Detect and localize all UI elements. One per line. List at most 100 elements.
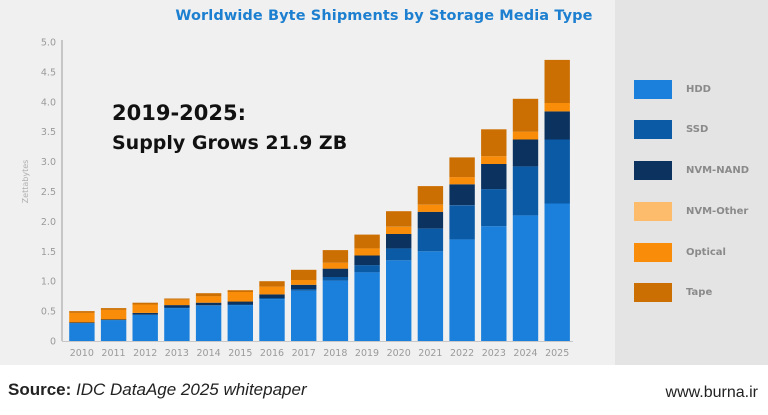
legend-swatch-optical xyxy=(634,242,672,262)
bar-nvm-nand-2019 xyxy=(354,255,380,266)
bar-optical-2023 xyxy=(481,156,507,164)
bar-optical-2015 xyxy=(227,292,253,302)
legend-item-nvm-other: NVM-Other xyxy=(634,201,748,221)
legend-panel xyxy=(615,0,768,365)
bar-tape-2023 xyxy=(481,129,507,157)
legend-label-ssd: SSD xyxy=(686,123,709,135)
bar-ssd-2023 xyxy=(481,189,507,227)
y-tick-label: 4.5 xyxy=(41,67,56,78)
bar-optical-2022 xyxy=(449,177,475,185)
chart-title: Worldwide Byte Shipments by Storage Medi… xyxy=(175,8,593,24)
website-link[interactable]: www.burna.ir xyxy=(665,384,758,401)
legend-swatch-ssd xyxy=(634,119,672,139)
bar-nvm-nand-2016 xyxy=(259,294,285,298)
source-label: Source: xyxy=(8,380,72,399)
bar-hdd-2012 xyxy=(132,314,158,341)
y-tick-label: 1.5 xyxy=(41,247,56,258)
bar-hdd-2022 xyxy=(449,239,475,341)
bar-nvm-nand-2013 xyxy=(164,305,190,308)
x-tick-label: 2010 xyxy=(70,348,94,359)
bar-tape-2020 xyxy=(386,211,412,227)
bar-tape-2015 xyxy=(227,290,253,292)
y-tick-label: 0.5 xyxy=(41,307,56,318)
bar-nvm-nand-2014 xyxy=(195,302,222,306)
x-tick-label: 2024 xyxy=(513,348,537,359)
legend-swatch-nvm-other xyxy=(634,201,672,221)
bar-optical-2013 xyxy=(164,299,190,306)
bar-tape-2019 xyxy=(354,234,380,249)
y-tick-label: 0 xyxy=(50,337,56,348)
bar-optical-2020 xyxy=(386,226,412,234)
bar-tape-2017 xyxy=(291,269,317,280)
bar-ssd-2013 xyxy=(164,307,190,309)
bar-ssd-2021 xyxy=(417,228,444,252)
bar-hdd-2016 xyxy=(259,299,285,341)
bar-ssd-2016 xyxy=(259,297,285,300)
bar-hdd-2024 xyxy=(512,215,539,341)
legend-swatch-hdd xyxy=(634,79,672,99)
x-tick-label: 2014 xyxy=(197,348,221,359)
y-tick-label: 1.0 xyxy=(41,277,56,288)
y-tick-label: 3.5 xyxy=(41,127,56,138)
bar-nvm-nand-2023 xyxy=(481,164,507,190)
bar-tape-2016 xyxy=(259,281,285,287)
annotation-line-2: Supply Grows 21.9 ZB xyxy=(112,132,348,154)
bar-nvm-nand-2018 xyxy=(322,268,349,277)
legend-item-optical: Optical xyxy=(634,242,726,262)
bar-nvm-nand-2024 xyxy=(512,139,539,167)
bar-optical-2016 xyxy=(259,286,285,295)
bar-nvm-nand-2010 xyxy=(69,322,95,324)
bar-hdd-2017 xyxy=(291,290,317,341)
bar-hdd-2011 xyxy=(100,320,127,341)
bar-optical-2017 xyxy=(291,280,317,285)
x-tick-label: 2018 xyxy=(323,348,347,359)
bar-nvm-nand-2025 xyxy=(544,111,570,140)
bar-tape-2011 xyxy=(100,308,127,310)
bar-ssd-2018 xyxy=(322,277,349,281)
x-tick-label: 2012 xyxy=(133,348,157,359)
legend-label-nvm-other: NVM-Other xyxy=(686,205,749,217)
annotation-line-1: 2019-2025: xyxy=(112,101,247,125)
bar-nvm-nand-2021 xyxy=(417,211,444,229)
bar-tape-2018 xyxy=(322,250,349,263)
bar-hdd-2010 xyxy=(69,323,95,341)
legend-label-nvm-nand: NVM-NAND xyxy=(686,164,749,176)
bar-hdd-2020 xyxy=(386,260,412,341)
bar-optical-2014 xyxy=(195,296,222,303)
x-tick-label: 2016 xyxy=(260,348,284,359)
bar-optical-2018 xyxy=(322,262,349,269)
bar-tape-2021 xyxy=(417,186,444,205)
source-text: IDC DataAge 2025 whitepaper xyxy=(76,380,307,399)
x-tick-label: 2025 xyxy=(545,348,569,359)
bar-hdd-2023 xyxy=(481,226,507,341)
bar-ssd-2015 xyxy=(227,304,253,306)
bar-optical-2019 xyxy=(354,248,380,256)
y-tick-label: 5.0 xyxy=(41,38,56,49)
chart-annotation: 2019-2025: Supply Grows 21.9 ZB xyxy=(112,98,347,158)
bar-tape-2013 xyxy=(164,298,190,300)
bar-tape-2010 xyxy=(69,311,95,313)
bar-optical-2010 xyxy=(69,312,95,323)
bar-hdd-2019 xyxy=(354,272,380,341)
legend-swatch-tape xyxy=(634,282,672,302)
bar-optical-2021 xyxy=(417,204,444,212)
bar-hdd-2013 xyxy=(164,308,190,341)
bar-optical-2025 xyxy=(544,103,570,112)
legend-item-tape: Tape xyxy=(634,282,712,302)
bar-nvm-nand-2011 xyxy=(100,319,127,321)
x-tick-label: 2013 xyxy=(165,348,189,359)
bar-nvm-nand-2020 xyxy=(386,234,412,249)
stacked-bar-chart: 0 0.5 1.0 1.5 2.0 2.5 3.0 3.5 4.0 4.5 5.0 Zettabyte… xyxy=(21,38,573,359)
bar-ssd-2014 xyxy=(195,305,222,306)
bar-tape-2012 xyxy=(132,302,158,305)
x-tick-label: 2015 xyxy=(228,348,252,359)
bar-tape-2024 xyxy=(512,98,539,132)
x-tick-label: 2011 xyxy=(101,348,125,359)
bar-hdd-2015 xyxy=(227,305,253,341)
bar-ssd-2025 xyxy=(544,139,570,204)
x-tick-label: 2023 xyxy=(482,348,506,359)
bar-tape-2025 xyxy=(544,59,570,103)
x-tick-label: 2020 xyxy=(387,348,411,359)
x-tick-label: 2021 xyxy=(418,348,442,359)
bar-nvm-nand-2012 xyxy=(132,312,158,315)
